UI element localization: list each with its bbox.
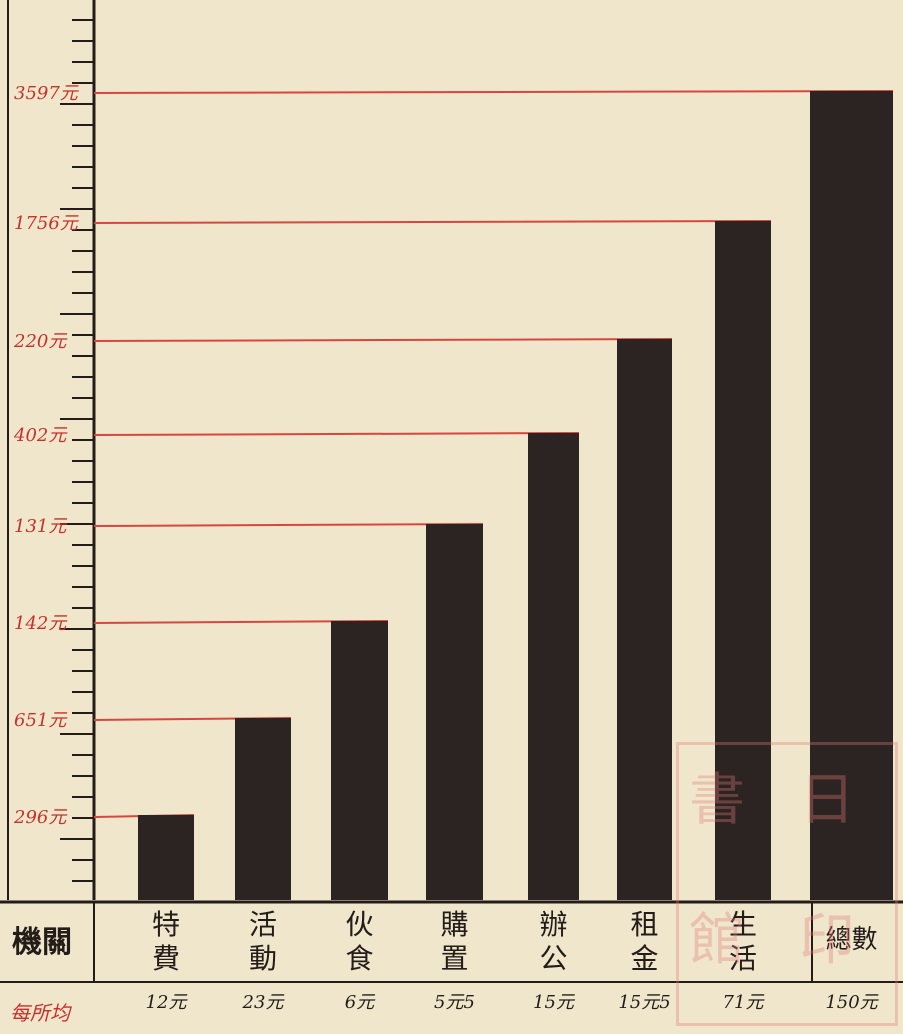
category-table: 機關每所均特費12元活動23元伙食6元購置5元5辦公15元租金15元5生活71元… bbox=[0, 900, 903, 1025]
category-label: 辦 bbox=[539, 908, 567, 941]
value-label: 1756元 bbox=[14, 213, 80, 234]
category-label: 活 bbox=[249, 908, 277, 941]
seal-char: 館 bbox=[689, 908, 745, 973]
category-label: 動 bbox=[249, 942, 277, 975]
seal-char: 書 bbox=[689, 768, 745, 833]
bar-購置 bbox=[426, 524, 483, 900]
bars bbox=[138, 91, 893, 900]
guide-line bbox=[93, 220, 772, 224]
row-header: 機關 bbox=[12, 925, 72, 960]
guide-line bbox=[93, 338, 673, 342]
category-label: 費 bbox=[152, 942, 180, 975]
category-label: 置 bbox=[440, 942, 468, 975]
bar-辦公 bbox=[528, 433, 579, 900]
bar-伙食 bbox=[331, 621, 388, 900]
value-label: 131元 bbox=[14, 516, 68, 537]
category-label: 金 bbox=[630, 942, 658, 975]
value-label: 296元 bbox=[13, 807, 68, 828]
footer-value: 6元 bbox=[345, 992, 376, 1013]
axis bbox=[7, 0, 96, 900]
guide-lines: 296元 651元 142元 131元 402元 220元 1756元 3597元 bbox=[13, 83, 894, 828]
bar-租金 bbox=[617, 339, 672, 900]
category-label: 生 bbox=[729, 908, 757, 941]
bar-特費 bbox=[138, 815, 194, 900]
seal-char: 日 bbox=[799, 768, 855, 833]
seal-char: 印 bbox=[799, 908, 855, 973]
category-label: 伙 bbox=[345, 908, 373, 941]
category-label: 特 bbox=[152, 908, 180, 941]
footer-value: 15元 bbox=[533, 992, 576, 1013]
footer-value: 150元 bbox=[825, 992, 879, 1013]
guide-line bbox=[93, 90, 894, 94]
value-label: 402元 bbox=[13, 425, 68, 446]
guide-line bbox=[93, 432, 580, 436]
category-label: 食 bbox=[345, 942, 373, 975]
category-label: 公 bbox=[539, 942, 567, 975]
library-seal-stamp: 書 館 印 日 bbox=[676, 742, 898, 1026]
footer-value: 23元 bbox=[242, 992, 286, 1013]
bar-生活 bbox=[715, 221, 771, 900]
bar-總數 bbox=[810, 91, 893, 900]
footer-value: 5元5 bbox=[434, 992, 475, 1013]
footer-value: 15元5 bbox=[618, 992, 670, 1013]
category-label: 租 bbox=[630, 908, 658, 941]
value-label: 3597元 bbox=[14, 83, 80, 104]
value-label: 142元 bbox=[14, 613, 68, 634]
category-label: 活 bbox=[729, 942, 757, 975]
footer-label: 每所均 bbox=[10, 1001, 72, 1025]
footer-value: 71元 bbox=[723, 992, 766, 1013]
value-label: 220元 bbox=[13, 331, 68, 352]
category-label: 總數 bbox=[825, 925, 877, 955]
footer-value: 12元 bbox=[146, 992, 189, 1013]
bar-活動 bbox=[235, 718, 291, 900]
guide-line bbox=[93, 523, 484, 527]
value-label: 651元 bbox=[14, 710, 68, 731]
category-label: 購 bbox=[440, 908, 468, 941]
